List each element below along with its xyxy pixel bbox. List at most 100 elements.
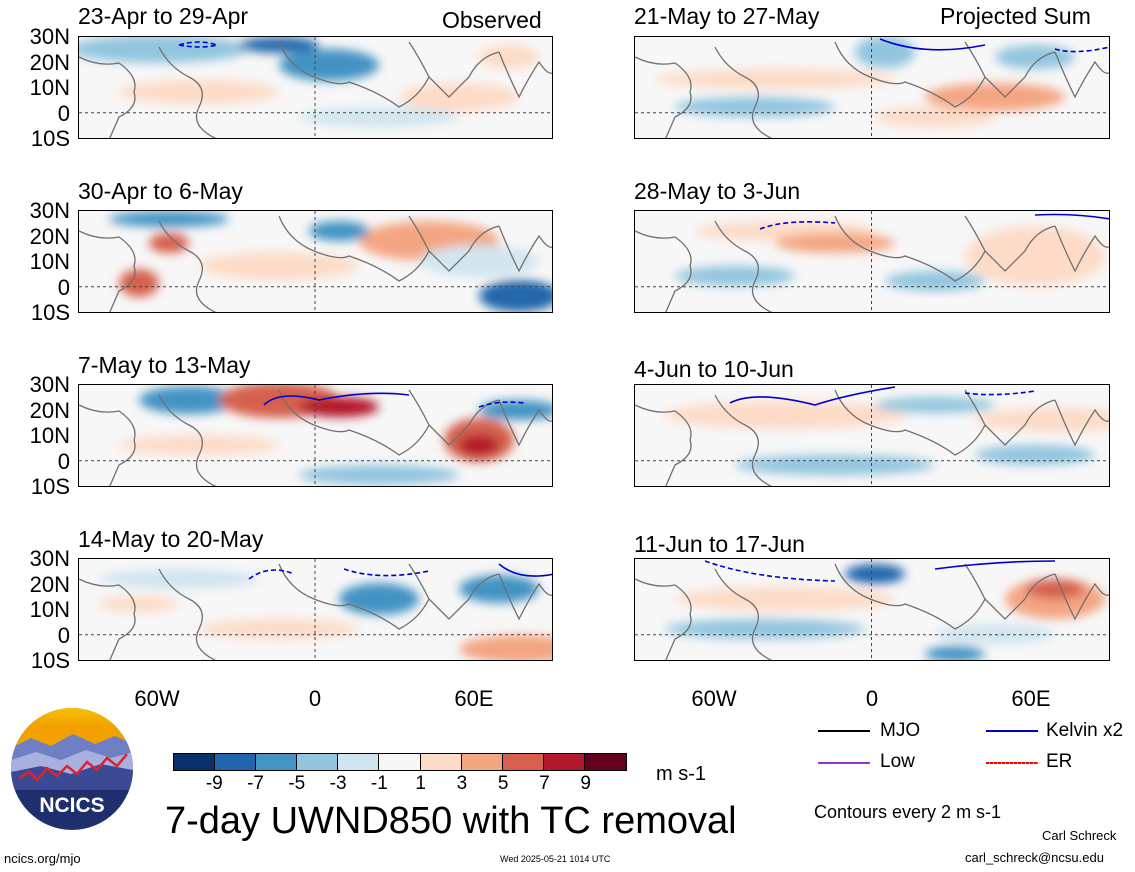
coastline: [1054, 51, 1109, 99]
map-panel-2: [78, 210, 553, 313]
x-tick-60w-right: 60W: [691, 686, 737, 711]
map-canvas: [635, 559, 1109, 660]
anomaly-shading: [99, 596, 179, 612]
coastline: [635, 230, 692, 312]
colorbar-cell: [256, 754, 298, 770]
y-tick-label: 0: [57, 622, 70, 648]
y-tick-label: 0: [57, 274, 70, 300]
coastline: [714, 568, 773, 660]
map-canvas: [79, 37, 552, 138]
panel-label-projected: Projected Sum: [940, 3, 1091, 29]
coastline: [984, 225, 1056, 272]
y-tick-label: 30N: [29, 198, 70, 223]
kelvin-contour: [759, 221, 836, 230]
kelvin-contour: [248, 569, 295, 580]
y-tick-label: 10N: [29, 597, 70, 622]
coastline: [984, 399, 1056, 446]
kelvin-contour: [343, 568, 430, 577]
colorbar: [173, 753, 627, 771]
map-canvas: [79, 559, 552, 660]
y-tick-label: 20N: [29, 223, 70, 249]
footer-timestamp: Wed 2025-05-21 1014 UTC: [500, 854, 611, 864]
legend-er-label: ER: [1046, 751, 1073, 772]
anomaly-shading: [775, 233, 895, 253]
anomaly-shading: [199, 252, 359, 280]
legend-kelvin-label: Kelvin x2: [1046, 720, 1124, 741]
kelvin-contour: [934, 560, 1056, 570]
anomaly-shading: [965, 226, 1105, 286]
coastline: [278, 389, 430, 456]
y-tick-label: 10N: [29, 249, 70, 274]
anomaly-shading: [339, 583, 419, 615]
colorbar-tick-label: -9: [205, 773, 223, 794]
footer-url[interactable]: ncics.org/mjo: [4, 851, 81, 866]
colorbar-tick-label: 1: [415, 773, 426, 794]
y-tick-label: 10N: [29, 75, 70, 100]
anomaly-shading: [199, 619, 359, 639]
anomaly-shading: [665, 619, 865, 639]
coastline: [278, 215, 430, 282]
anomaly-shading: [79, 37, 249, 63]
anomaly-shading: [109, 211, 229, 227]
kelvin-contour: [1034, 213, 1109, 220]
anomaly-shading: [885, 271, 985, 291]
colorbar-cell: [338, 754, 380, 770]
footer-email[interactable]: carl_schreck@ncsu.edu: [965, 850, 1104, 865]
coastline: [984, 573, 1056, 620]
coastline: [158, 394, 217, 486]
colorbar-cell: [461, 754, 503, 770]
y-tick-label: 10S: [30, 126, 70, 151]
anomaly-shading: [399, 83, 519, 111]
map-panel-1: [78, 36, 553, 139]
map-canvas: [635, 37, 1109, 138]
kelvin-contour: [498, 563, 552, 577]
legend-low-label: Low: [880, 751, 915, 772]
anomaly-shading: [875, 397, 995, 413]
coastline: [834, 215, 986, 282]
coastline: [428, 51, 500, 98]
y-tick-label: 20N: [29, 397, 70, 423]
x-tick-60e-left: 60E: [454, 686, 494, 711]
anomaly-shading: [279, 49, 379, 81]
coastline: [635, 56, 692, 138]
colorbar-cell: [543, 754, 585, 770]
coastline: [158, 568, 217, 660]
y-tick-label: 10N: [29, 423, 70, 448]
colorbar-cell: [297, 754, 339, 770]
y-tick-label: 0: [57, 448, 70, 474]
map-canvas: [635, 211, 1109, 312]
map-panel-8: [634, 558, 1110, 661]
map-canvas: [79, 211, 552, 312]
anomaly-shading: [925, 646, 985, 660]
kelvin-contour: [263, 392, 410, 406]
y-tick-label: 0: [57, 100, 70, 126]
colorbar-cell: [584, 754, 627, 770]
anomaly-shading: [459, 635, 552, 660]
legend-kelvin-line: [986, 730, 1038, 732]
coastline: [984, 51, 1056, 98]
footer-author: Carl Schreck: [1042, 828, 1117, 843]
anomaly-shading: [875, 107, 995, 127]
map-panel-6: [634, 210, 1110, 313]
colorbar-cell: [174, 754, 216, 770]
colorbar-tick-label: 7: [539, 773, 550, 794]
y-tick-label: 30N: [29, 372, 70, 397]
anomaly-shading: [975, 445, 1095, 465]
anomaly-shading: [239, 37, 319, 53]
anomaly-shading: [655, 69, 895, 89]
colorbar-tick-label: -3: [329, 773, 347, 794]
anomaly-shading: [119, 80, 279, 104]
panel-title-5: 21-May to 27-May: [634, 3, 820, 29]
map-panel-3: [78, 384, 553, 487]
logo-text: NCICS: [39, 794, 104, 817]
coastline: [428, 225, 500, 272]
anomaly-shading: [479, 45, 539, 69]
kelvin-contour: [704, 560, 836, 582]
coastline: [714, 46, 773, 138]
colorbar-tick-label: 5: [497, 773, 509, 794]
colorbar-cell: [215, 754, 257, 770]
anomaly-shading: [299, 107, 459, 127]
coastline: [1054, 225, 1109, 273]
coastline: [278, 563, 430, 630]
y-tick-label: 30N: [29, 546, 70, 571]
